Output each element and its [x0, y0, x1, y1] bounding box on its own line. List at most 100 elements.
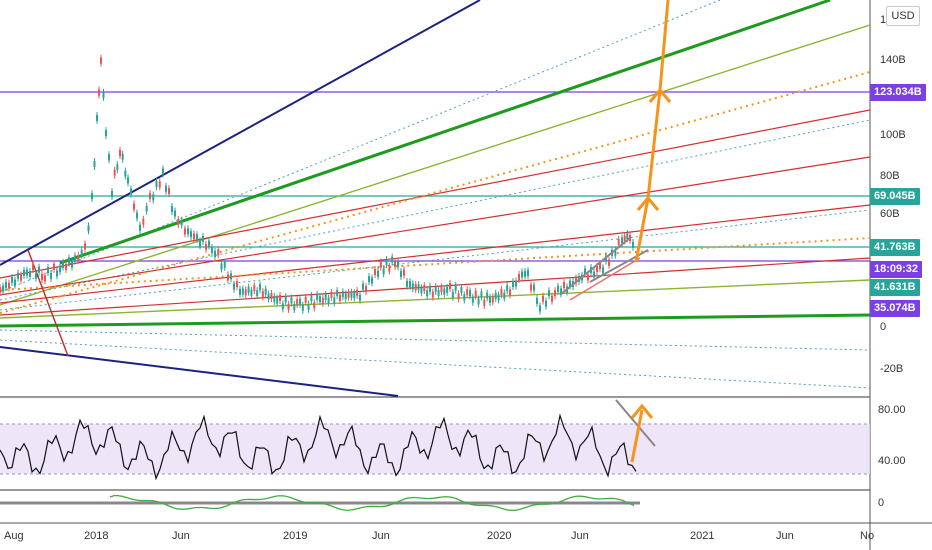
candle-body [489, 296, 491, 303]
candle-body [394, 260, 396, 267]
candle-body [593, 271, 595, 278]
arrow-head [648, 87, 672, 103]
projection-arrow [646, 89, 662, 199]
candle-body [202, 235, 204, 242]
candle-body [307, 303, 310, 310]
candle-body [449, 283, 451, 290]
candle-body [420, 287, 423, 294]
candle-body [270, 293, 273, 300]
candle-body [296, 299, 299, 306]
price-tag: 41.631B [870, 279, 920, 296]
fan-line-navy [0, 0, 481, 266]
candle-body [614, 249, 617, 256]
projection-arrow [634, 197, 650, 263]
candle-body [53, 263, 55, 270]
candle-body [587, 274, 589, 281]
bottom-indicator-line [109, 494, 635, 512]
candle-body [560, 288, 562, 295]
candle-body [127, 177, 129, 184]
rsi-trendline [615, 399, 656, 447]
candle-body [327, 297, 330, 304]
candle-body [569, 280, 571, 287]
candle-body [139, 224, 141, 231]
rsi-line [0, 413, 637, 481]
candle-body [5, 281, 7, 288]
candle-body [411, 283, 414, 290]
candle-body [241, 288, 244, 295]
candle-body [515, 280, 517, 287]
candle-body [273, 295, 276, 302]
candle-body [68, 257, 70, 264]
candle-body [353, 292, 356, 299]
candle-body [284, 296, 287, 303]
candle-body [111, 190, 113, 197]
candle-body [388, 265, 391, 272]
currency-selector[interactable]: USD [886, 6, 920, 26]
price-tag: 18:09:32 [870, 261, 923, 278]
candle-body [227, 274, 229, 281]
candle-body [290, 297, 293, 304]
candle-body [41, 274, 43, 281]
fan-line-green-bold [59, 0, 831, 265]
candle-body [429, 285, 431, 292]
candle-body [301, 304, 304, 311]
candle-body [100, 57, 102, 64]
candle-body [469, 290, 471, 297]
fan-line-orange-dotted [0, 237, 871, 291]
candle-body [193, 233, 195, 240]
candle-body [220, 263, 223, 270]
price-axis-label: 140B [880, 54, 906, 66]
price-tag: 69.045B [870, 188, 920, 205]
candle-body [267, 293, 270, 300]
candle-body [304, 296, 307, 303]
candle-body [548, 290, 550, 297]
candle-body [119, 149, 121, 156]
candle-body [190, 231, 192, 238]
fan-line-navy [0, 346, 399, 397]
fan-line-red [0, 156, 871, 296]
candle-body [23, 269, 25, 276]
candle-body [130, 188, 132, 195]
candle-body [506, 285, 509, 292]
candle-body [199, 240, 201, 247]
candle-body [250, 289, 253, 296]
candle-body [162, 168, 164, 175]
candle-body [417, 284, 420, 291]
candle-body [626, 233, 629, 240]
candle-body [406, 280, 408, 287]
fan-line-red [0, 109, 871, 279]
candle-body [44, 275, 46, 282]
candle-body [324, 293, 327, 300]
candle-body [509, 289, 511, 296]
candle-body [152, 194, 155, 201]
candle-body [80, 249, 83, 256]
candle-body [96, 114, 98, 121]
candle-body [259, 284, 261, 291]
candle-body [533, 284, 535, 291]
time-axis-label: 2021 [690, 530, 715, 542]
pitch-line [27, 249, 69, 357]
candle-body [91, 193, 93, 200]
candle-body [174, 210, 176, 217]
fan-line-dotted [0, 339, 871, 389]
candle-body [440, 286, 443, 293]
fan-line-olive [0, 279, 871, 319]
candle-body [414, 284, 417, 291]
candle-body [443, 288, 446, 295]
candle-body [466, 289, 469, 296]
candle-body [483, 299, 486, 306]
candle-body [14, 279, 16, 286]
candle-body [359, 294, 361, 301]
candle-body [391, 256, 394, 263]
candle-body [142, 218, 145, 225]
projection-arrow [658, 0, 670, 91]
candle-body [47, 266, 49, 273]
time-axis-label: Jun [571, 530, 589, 542]
price-axis-label: 1 [880, 14, 887, 26]
time-axis-label: 2018 [84, 530, 109, 542]
candle-body [341, 291, 344, 298]
candle-body [333, 297, 336, 304]
candle-body [313, 302, 316, 309]
